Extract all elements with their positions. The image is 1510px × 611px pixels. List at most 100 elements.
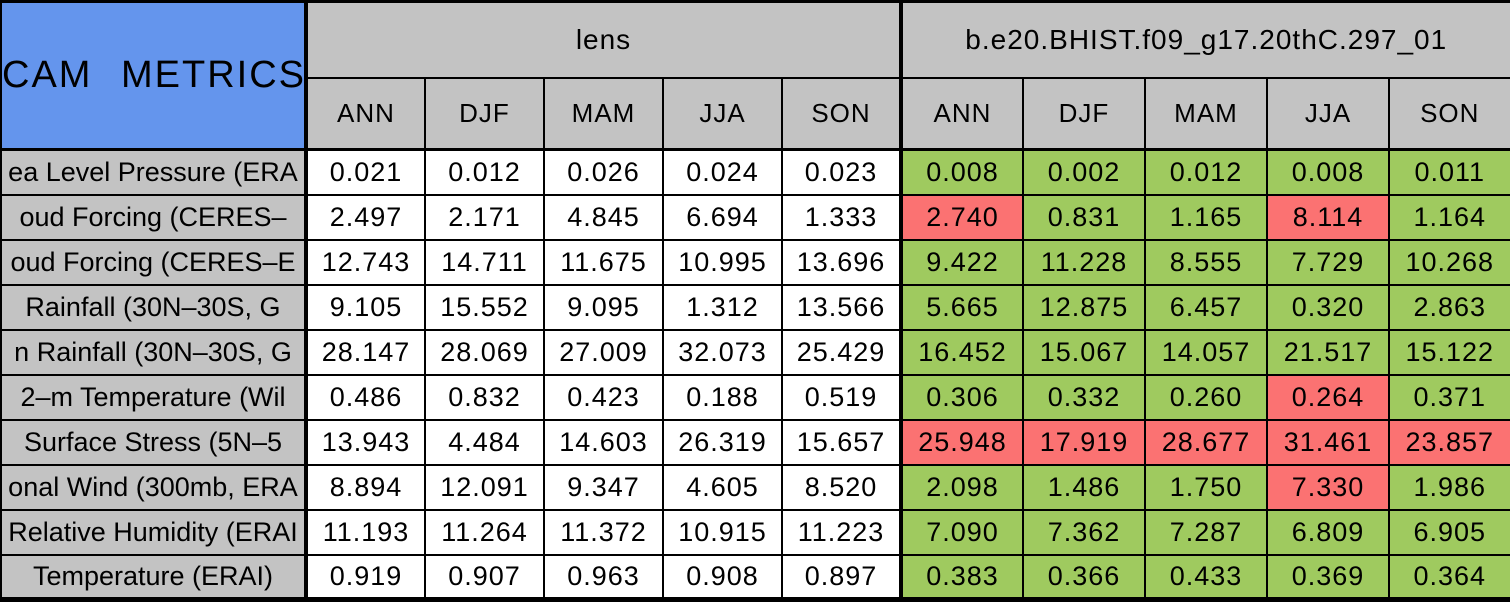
- model-value-cell: 0.008: [899, 148, 1024, 196]
- season-header-model-ann: ANN: [899, 76, 1024, 151]
- model-value-cell: 16.452: [899, 328, 1024, 376]
- lens-value-cell: 28.069: [424, 328, 545, 376]
- season-header-model-djf: DJF: [1022, 76, 1146, 151]
- model-value-cell: 9.422: [899, 238, 1024, 286]
- model-value-cell: 0.371: [1387, 373, 1510, 421]
- model-value-cell: 0.831: [1022, 193, 1146, 241]
- table-row: Surface Stress (5N–5 13.943 4.484 14.603 26.…: [0, 418, 1510, 466]
- metric-label: Rainfall (30N–30S, G: [0, 283, 308, 331]
- metric-label: Relative Humidity (ERAI: [0, 508, 308, 556]
- season-header-row: ANN DJF MAM JJA SON ANN DJF MAM JJA SON: [1, 76, 1510, 151]
- lens-value-cell: 1.312: [662, 283, 783, 331]
- lens-value-cell: 14.711: [424, 238, 545, 286]
- model-value-cell: 2.740: [899, 193, 1024, 241]
- table-row: ea Level Pressure (ERA 0.021 0.012 0.026 0.0…: [0, 148, 1510, 196]
- season-header-model-mam: MAM: [1144, 76, 1268, 151]
- table-row: n Rainfall (30N–30S, G 28.147 28.069 27.009…: [0, 328, 1510, 376]
- metric-label: n Rainfall (30N–30S, G: [0, 328, 308, 376]
- model-value-cell: 0.364: [1387, 553, 1510, 601]
- lens-value-cell: 11.372: [543, 508, 664, 556]
- model-value-cell: 1.165: [1144, 193, 1268, 241]
- metric-label: Surface Stress (5N–5: [0, 418, 308, 466]
- lens-value-cell: 2.497: [305, 193, 426, 241]
- model-value-cell: 0.264: [1266, 373, 1390, 421]
- model-value-cell: 23.857: [1387, 418, 1510, 466]
- lens-value-cell: 15.552: [424, 283, 545, 331]
- season-header-lens-djf: DJF: [424, 76, 545, 151]
- lens-value-cell: 10.915: [662, 508, 783, 556]
- model-value-cell: 1.164: [1387, 193, 1510, 241]
- lens-value-cell: 13.566: [781, 283, 902, 331]
- lens-value-cell: 4.605: [662, 463, 783, 511]
- model-value-cell: 0.320: [1266, 283, 1390, 331]
- model-value-cell: 12.875: [1022, 283, 1146, 331]
- lens-value-cell: 0.012: [424, 148, 545, 196]
- model-value-cell: 0.433: [1144, 553, 1268, 601]
- lens-value-cell: 0.021: [305, 148, 426, 196]
- model-value-cell: 21.517: [1266, 328, 1390, 376]
- lens-value-cell: 0.963: [543, 553, 664, 601]
- lens-value-cell: 0.908: [662, 553, 783, 601]
- lens-value-cell: 11.264: [424, 508, 545, 556]
- model-value-cell: 1.750: [1144, 463, 1268, 511]
- lens-value-cell: 1.333: [781, 193, 902, 241]
- table-row: 2–m Temperature (Wil 0.486 0.832 0.423 0.188…: [0, 373, 1510, 421]
- model-value-cell: 10.268: [1387, 238, 1510, 286]
- model-value-cell: 0.369: [1266, 553, 1390, 601]
- lens-value-cell: 27.009: [543, 328, 664, 376]
- model-value-cell: 1.986: [1387, 463, 1510, 511]
- model-value-cell: 7.287: [1144, 508, 1268, 556]
- model-value-cell: 6.457: [1144, 283, 1268, 331]
- model-value-cell: 0.383: [899, 553, 1024, 601]
- model-value-cell: 11.228: [1022, 238, 1146, 286]
- table-header: CAM METRICS lens b.e20.BHIST.f09_g17.20t…: [0, 0, 1510, 151]
- lens-value-cell: 14.603: [543, 418, 664, 466]
- table-row: oud Forcing (CERES– 2.497 2.171 4.845 6.694 1…: [0, 193, 1510, 241]
- lens-value-cell: 4.845: [543, 193, 664, 241]
- model-value-cell: 0.366: [1022, 553, 1146, 601]
- lens-value-cell: 0.907: [424, 553, 545, 601]
- lens-value-cell: 0.486: [305, 373, 426, 421]
- lens-value-cell: 2.171: [424, 193, 545, 241]
- model-value-cell: 6.809: [1266, 508, 1390, 556]
- lens-value-cell: 8.520: [781, 463, 902, 511]
- metric-label: Temperature (ERAI): [0, 553, 308, 601]
- lens-value-cell: 11.193: [305, 508, 426, 556]
- lens-value-cell: 12.091: [424, 463, 545, 511]
- table-row: oud Forcing (CERES–E 12.743 14.711 11.675 10…: [0, 238, 1510, 286]
- season-header-model-son: SON: [1387, 76, 1510, 151]
- model-value-cell: 8.555: [1144, 238, 1268, 286]
- model-value-cell: 0.002: [1022, 148, 1146, 196]
- lens-value-cell: 13.696: [781, 238, 902, 286]
- season-header-lens-jja: JJA: [662, 76, 783, 151]
- lens-value-cell: 0.023: [781, 148, 902, 196]
- group-header-row: CAM METRICS lens b.e20.BHIST.f09_g17.20t…: [0, 0, 1510, 151]
- lens-value-cell: 10.995: [662, 238, 783, 286]
- lens-value-cell: 9.095: [543, 283, 664, 331]
- model-value-cell: 15.122: [1387, 328, 1510, 376]
- model-value-cell: 0.306: [899, 373, 1024, 421]
- model-value-cell: 28.677: [1144, 418, 1268, 466]
- lens-value-cell: 26.319: [662, 418, 783, 466]
- group-header-model: b.e20.BHIST.f09_g17.20thC.297_01: [898, 0, 1510, 79]
- model-value-cell: 31.461: [1266, 418, 1390, 466]
- lens-value-cell: 0.919: [305, 553, 426, 601]
- model-value-cell: 2.863: [1387, 283, 1510, 331]
- season-header-model-jja: JJA: [1266, 76, 1390, 151]
- table-body: ea Level Pressure (ERA 0.021 0.012 0.026 0.0…: [0, 148, 1510, 601]
- table-title: CAM METRICS: [0, 0, 308, 151]
- model-value-cell: 7.729: [1266, 238, 1390, 286]
- lens-value-cell: 25.429: [781, 328, 902, 376]
- table-row: Relative Humidity (ERAI 11.193 11.264 11.37…: [0, 508, 1510, 556]
- model-value-cell: 0.008: [1266, 148, 1390, 196]
- model-value-cell: 0.011: [1387, 148, 1510, 196]
- metric-label: onal Wind (300mb, ERA: [0, 463, 308, 511]
- lens-value-cell: 0.024: [662, 148, 783, 196]
- model-value-cell: 0.260: [1144, 373, 1268, 421]
- group-header-lens: lens: [305, 0, 902, 79]
- metric-label: oud Forcing (CERES–: [0, 193, 308, 241]
- lens-value-cell: 9.347: [543, 463, 664, 511]
- lens-value-cell: 13.943: [305, 418, 426, 466]
- table-row: Temperature (ERAI) 0.919 0.907 0.963 0.908 0.…: [0, 553, 1510, 601]
